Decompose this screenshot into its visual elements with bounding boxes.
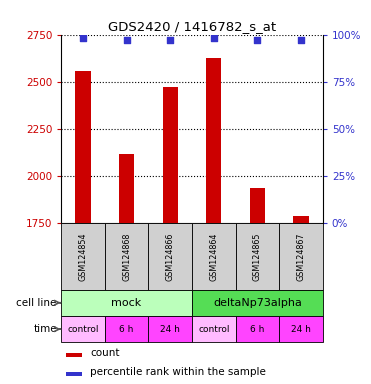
Bar bbox=[279, 223, 323, 290]
Bar bbox=[61, 223, 105, 290]
Bar bbox=[105, 223, 148, 290]
Point bbox=[167, 37, 173, 43]
Bar bbox=[148, 316, 192, 343]
Bar bbox=[293, 216, 309, 223]
Bar bbox=[192, 290, 323, 316]
Point bbox=[298, 37, 304, 43]
Text: 24 h: 24 h bbox=[291, 324, 311, 334]
Bar bbox=[61, 316, 105, 343]
Bar bbox=[206, 58, 221, 223]
Text: GSM124868: GSM124868 bbox=[122, 232, 131, 281]
Bar bbox=[66, 372, 82, 376]
Text: mock: mock bbox=[111, 298, 142, 308]
Text: control: control bbox=[198, 324, 230, 334]
Point bbox=[211, 35, 217, 41]
Bar bbox=[148, 223, 192, 290]
Text: 6 h: 6 h bbox=[250, 324, 265, 334]
Bar bbox=[162, 88, 178, 223]
Text: control: control bbox=[67, 324, 99, 334]
Text: 6 h: 6 h bbox=[119, 324, 134, 334]
Bar bbox=[105, 316, 148, 343]
Bar bbox=[75, 71, 91, 223]
Bar bbox=[61, 290, 192, 316]
Point bbox=[255, 37, 260, 43]
Title: GDS2420 / 1416782_s_at: GDS2420 / 1416782_s_at bbox=[108, 20, 276, 33]
Text: GSM124864: GSM124864 bbox=[209, 232, 218, 281]
Bar bbox=[66, 353, 82, 357]
Text: deltaNp73alpha: deltaNp73alpha bbox=[213, 298, 302, 308]
Bar bbox=[119, 154, 134, 223]
Bar bbox=[192, 223, 236, 290]
Text: GSM124865: GSM124865 bbox=[253, 232, 262, 281]
Text: percentile rank within the sample: percentile rank within the sample bbox=[90, 367, 266, 377]
Bar bbox=[236, 316, 279, 343]
Bar bbox=[192, 316, 236, 343]
Text: GSM124867: GSM124867 bbox=[296, 232, 305, 281]
Text: GSM124854: GSM124854 bbox=[79, 232, 88, 281]
Bar bbox=[236, 223, 279, 290]
Point bbox=[80, 35, 86, 41]
Bar bbox=[250, 189, 265, 223]
Text: time: time bbox=[33, 324, 57, 334]
Text: 24 h: 24 h bbox=[160, 324, 180, 334]
Point bbox=[124, 37, 129, 43]
Text: cell line: cell line bbox=[16, 298, 57, 308]
Text: count: count bbox=[90, 348, 119, 358]
Text: GSM124866: GSM124866 bbox=[166, 232, 175, 281]
Bar bbox=[279, 316, 323, 343]
